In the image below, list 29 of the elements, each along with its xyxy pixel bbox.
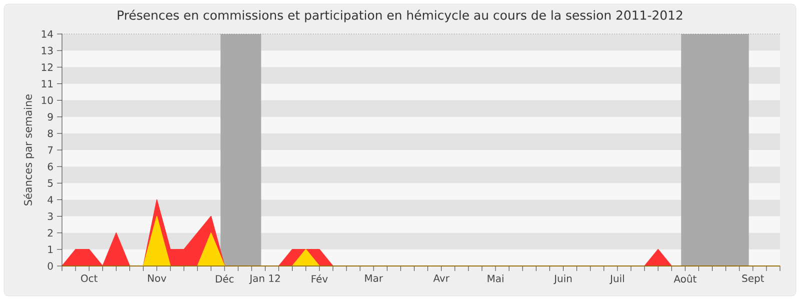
y-tick-label: 6 [48, 162, 53, 170]
chart-title: Présences en commissions et participation en hémicycle au cours de la session 2011-2012 [118, 10, 682, 22]
x-tick-label: Sept [742, 274, 764, 284]
x-tick-label: Jan 12 [249, 274, 280, 284]
y-tick-label: 4 [48, 196, 53, 204]
y-tick-label: 2 [48, 229, 52, 237]
x-tick-label: Juin [554, 274, 572, 284]
x-tick-label: Nov [148, 274, 166, 282]
y-tick-label: 14 [42, 30, 53, 38]
y-tick-label: 13 [42, 46, 53, 54]
y-tick-label: 12 [42, 63, 52, 71]
y-tick-label: 11 [42, 80, 53, 88]
y-tick-label: 8 [48, 130, 53, 138]
x-tick-label: Avr [433, 274, 450, 282]
y-tick-label: 5 [48, 179, 53, 187]
x-tick-label: Déc [216, 274, 234, 283]
x-tick-label: Mai [488, 274, 504, 282]
y-tick-label: 7 [48, 146, 53, 154]
x-tick-label: Juil [610, 274, 624, 284]
y-tick-label: 1 [48, 246, 53, 254]
y-tick-label: 10 [42, 96, 53, 104]
x-tick-label: Mar [365, 274, 383, 282]
y-tick-label: 3 [48, 212, 53, 220]
y-tick-label: 9 [48, 113, 53, 121]
y-tick-label: 0 [48, 262, 53, 270]
y-axis-title: Séances par semaine [23, 94, 34, 206]
x-tick-label: Fév [312, 274, 328, 283]
x-tick-label: Août [674, 274, 696, 283]
x-tick-label: Oct [81, 274, 98, 282]
